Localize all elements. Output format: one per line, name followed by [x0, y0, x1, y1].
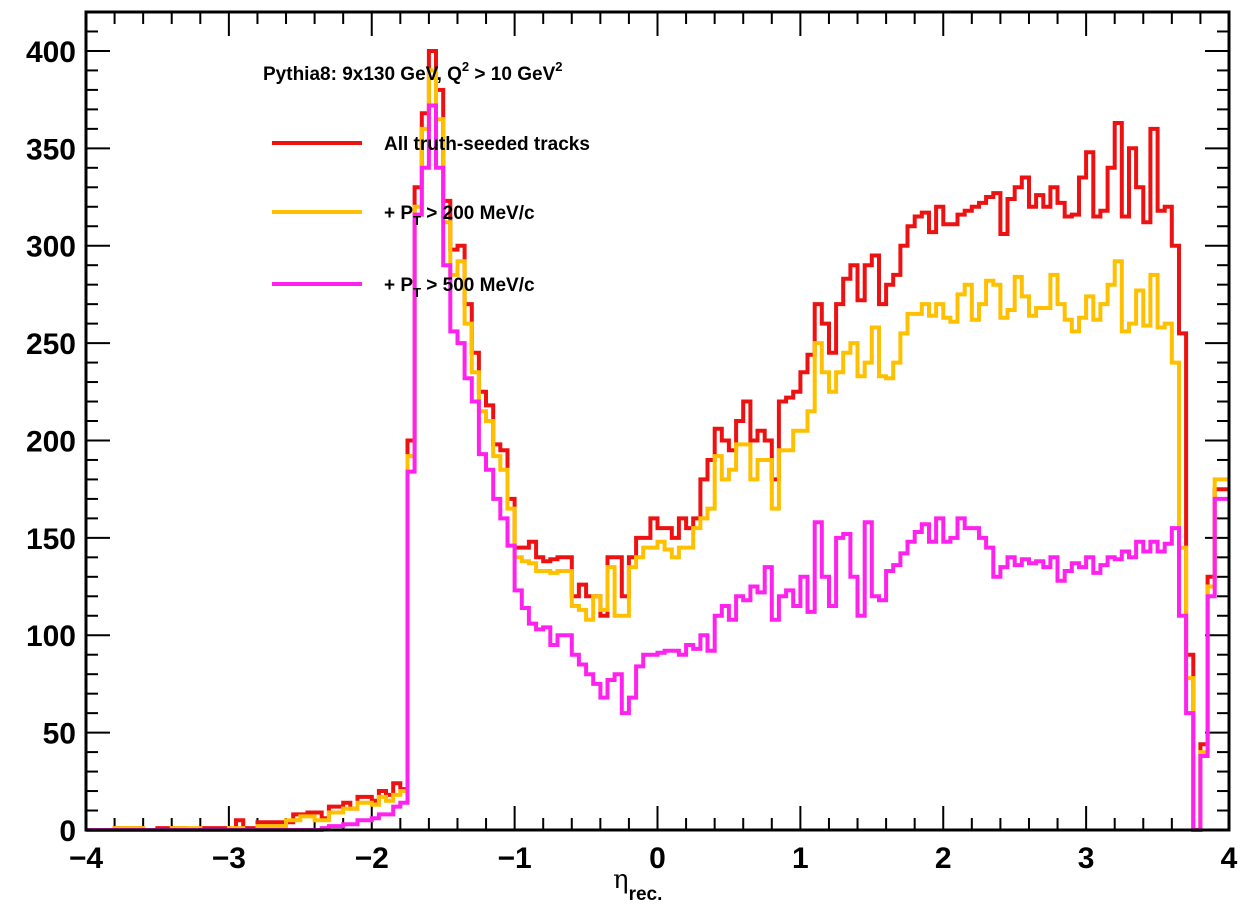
x-tick-label: 0 [649, 842, 666, 875]
x-tick-label: 2 [935, 842, 952, 875]
y-tick-label: 300 [26, 231, 76, 264]
x-tick-label: 1 [792, 842, 809, 875]
x-tick-label: 3 [1078, 842, 1095, 875]
legend-label-all-tracks: All truth-seeded tracks [384, 134, 590, 155]
annotation-prefix: Pythia8: 9x130 GeV, Q [263, 64, 462, 85]
legend-pt-200-main: + P [384, 203, 413, 224]
y-tick-label: 250 [26, 328, 76, 361]
x-axis-subscript: rec. [629, 884, 663, 905]
legend-pt-500-main: + P [384, 275, 413, 296]
legend-pt-200-sub: T [413, 213, 421, 228]
y-tick-label: 100 [26, 620, 76, 653]
y-tick-label: 0 [59, 815, 76, 848]
x-tick-label: −2 [355, 842, 389, 875]
x-tick-label: −3 [212, 842, 246, 875]
y-tick-label: 350 [26, 133, 76, 166]
annotation-sup-2: 2 [555, 59, 562, 74]
y-tick-label: 50 [43, 718, 76, 751]
annotation-sup-1: 2 [462, 59, 469, 74]
x-tick-label: −1 [498, 842, 532, 875]
legend-pt-500-tail: > 500 MeV/c [421, 275, 535, 296]
annotation-middle: > 10 GeV [469, 64, 555, 85]
legend-pt-500-sub: T [413, 285, 421, 300]
x-axis-symbol: η [613, 865, 629, 895]
y-tick-label: 400 [26, 36, 76, 69]
y-tick-label: 200 [26, 425, 76, 458]
y-tick-label: 150 [26, 523, 76, 556]
x-tick-label: 4 [1221, 842, 1238, 875]
legend-pt-200-tail: > 200 MeV/c [421, 203, 535, 224]
